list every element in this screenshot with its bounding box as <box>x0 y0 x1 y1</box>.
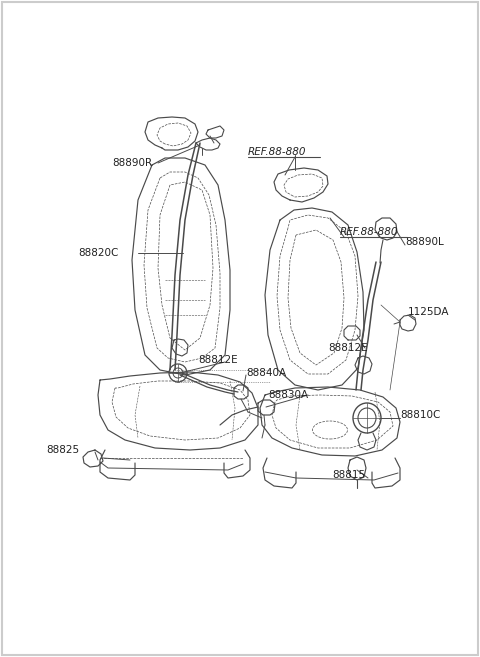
Text: 88825: 88825 <box>46 445 79 455</box>
Text: REF.88-880: REF.88-880 <box>248 147 307 157</box>
Text: 88812E: 88812E <box>328 343 368 353</box>
Text: 88815: 88815 <box>332 470 365 480</box>
Text: 88830A: 88830A <box>268 390 308 400</box>
Text: 1125DA: 1125DA <box>408 307 449 317</box>
Text: 88840A: 88840A <box>246 368 286 378</box>
Text: REF.88-880: REF.88-880 <box>340 227 398 237</box>
Text: 88820C: 88820C <box>78 248 119 258</box>
Text: 88890R: 88890R <box>112 158 152 168</box>
Text: 88810C: 88810C <box>400 410 440 420</box>
Text: 88890L: 88890L <box>405 237 444 247</box>
Text: 88812E: 88812E <box>198 355 238 365</box>
